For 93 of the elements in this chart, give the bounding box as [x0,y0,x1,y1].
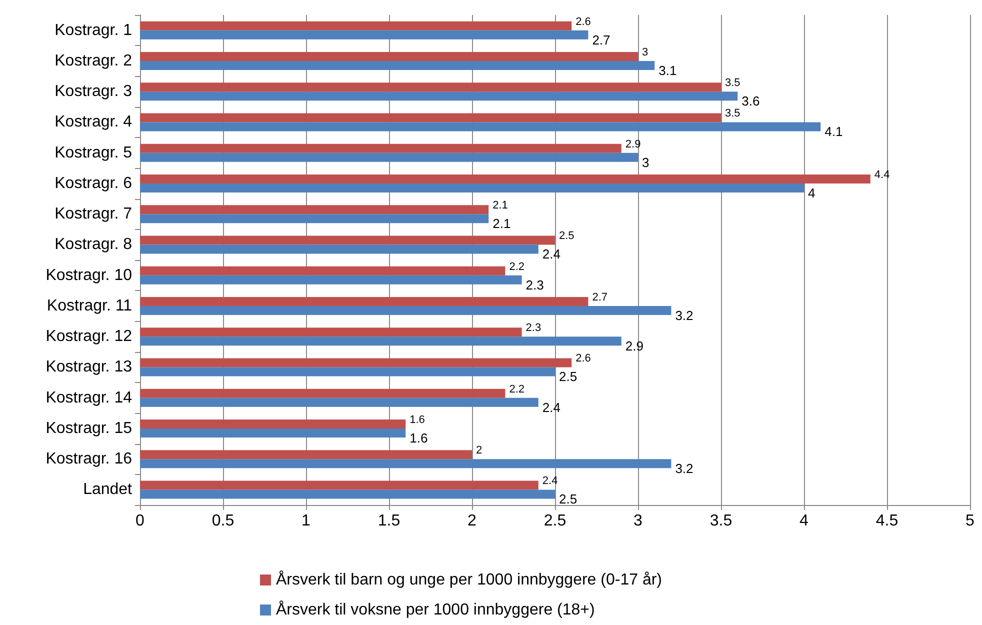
bar [140,244,538,254]
bar [140,328,522,337]
x-tick-label: 0 [136,512,145,530]
bar [140,367,555,376]
y-tick-label: Kostragr. 11 [46,297,132,314]
bar [140,30,588,40]
bar [140,275,522,284]
data-label: 2.4 [542,246,560,262]
x-tick-label: 2.5 [544,512,566,530]
data-label: 2.7 [592,291,608,304]
y-tick-label: Kostragr. 4 [54,114,132,131]
bar [140,480,538,490]
data-label: 2.6 [576,352,591,365]
bar [140,459,672,468]
data-label: 3 [642,46,648,58]
y-tick-label: Kostragr. 7 [54,206,132,223]
x-tick-label: 0.5 [212,512,234,530]
data-label: 3.5 [725,108,740,120]
y-tick-label: Kostragr. 15 [46,420,132,437]
x-tick-label: 1 [302,512,311,530]
data-label: 2.5 [559,230,574,242]
data-label: 2.5 [559,369,578,384]
x-tick-label: 4 [800,512,809,530]
data-label: 2.1 [492,216,511,232]
data-label: 2.7 [592,32,610,48]
bar [140,214,489,224]
y-tick-label: Kostragr. 1 [54,22,132,39]
bar [140,306,672,315]
bar [140,398,538,407]
y-tick-label: Kostragr. 3 [54,83,132,100]
data-label: 2.2 [509,260,524,273]
y-tick-label: Kostragr. 13 [46,358,132,376]
x-tick-label: 5 [966,512,975,530]
y-tick-label: Kostragr. 16 [46,450,132,468]
y-tick-label: Kostragr. 2 [54,52,132,70]
bar [140,144,622,153]
bar [140,174,870,184]
data-label: 1.6 [410,430,428,446]
bar [140,152,638,162]
x-tick-label: 1.5 [378,512,400,530]
bar [140,21,572,30]
bar [140,82,721,92]
bar [140,428,406,438]
bar [140,52,638,61]
data-label: 3 [642,154,650,170]
data-label: 3.2 [675,308,694,323]
bar [140,336,622,346]
data-label: 2.1 [492,200,508,212]
y-tick-label: Kostragr. 14 [46,389,132,406]
y-tick-label: Kostragr. 5 [54,144,132,162]
data-label: 2.4 [542,400,560,415]
bar [140,113,721,122]
data-label: 2.3 [526,277,544,292]
y-tick-label: Landet [83,481,133,498]
data-label: 4.1 [824,124,843,140]
data-label: 2.6 [576,16,591,28]
data-label: 2.9 [625,138,641,150]
data-label: 4.4 [874,168,890,181]
data-label: 2 [476,444,482,457]
data-label: 2.5 [559,492,578,507]
x-tick-label: 4.5 [876,512,898,530]
data-label: 4 [808,185,816,200]
bar [140,296,588,306]
bar [140,266,506,276]
legend-label: Årsverk til voksne per 1000 innbyggere (18+) [276,600,595,618]
bar [140,183,804,192]
bar [140,122,821,132]
data-label: 3.5 [725,77,740,90]
bar [140,490,555,499]
y-tick-label: Kostragr. 10 [46,266,132,284]
y-tick-label: Kostragr. 6 [54,174,132,192]
bar [140,205,489,214]
data-label: 3.6 [742,94,760,109]
y-tick-label: Kostragr. 8 [54,236,132,254]
data-label: 2.4 [542,475,558,488]
bar [140,450,472,460]
data-label: 2.2 [509,383,524,396]
x-tick-label: 3.5 [710,512,732,530]
data-label: 3.2 [675,461,694,476]
bar [140,388,506,398]
y-tick-label: Kostragr. 12 [46,328,132,346]
bar [140,419,406,428]
data-label: 1.6 [410,414,425,426]
bar [140,92,738,101]
x-tick-label: 2 [468,512,477,530]
legend-label: Årsverk til barn og unge per 1000 innbyggere (0-17 år) [276,570,662,588]
bar [140,60,655,70]
data-label: 3.1 [658,62,677,78]
data-label: 2.9 [625,338,644,354]
x-tick-label: 3 [634,512,643,530]
bar [140,358,572,368]
data-label: 2.3 [526,322,542,334]
bar [140,236,555,245]
